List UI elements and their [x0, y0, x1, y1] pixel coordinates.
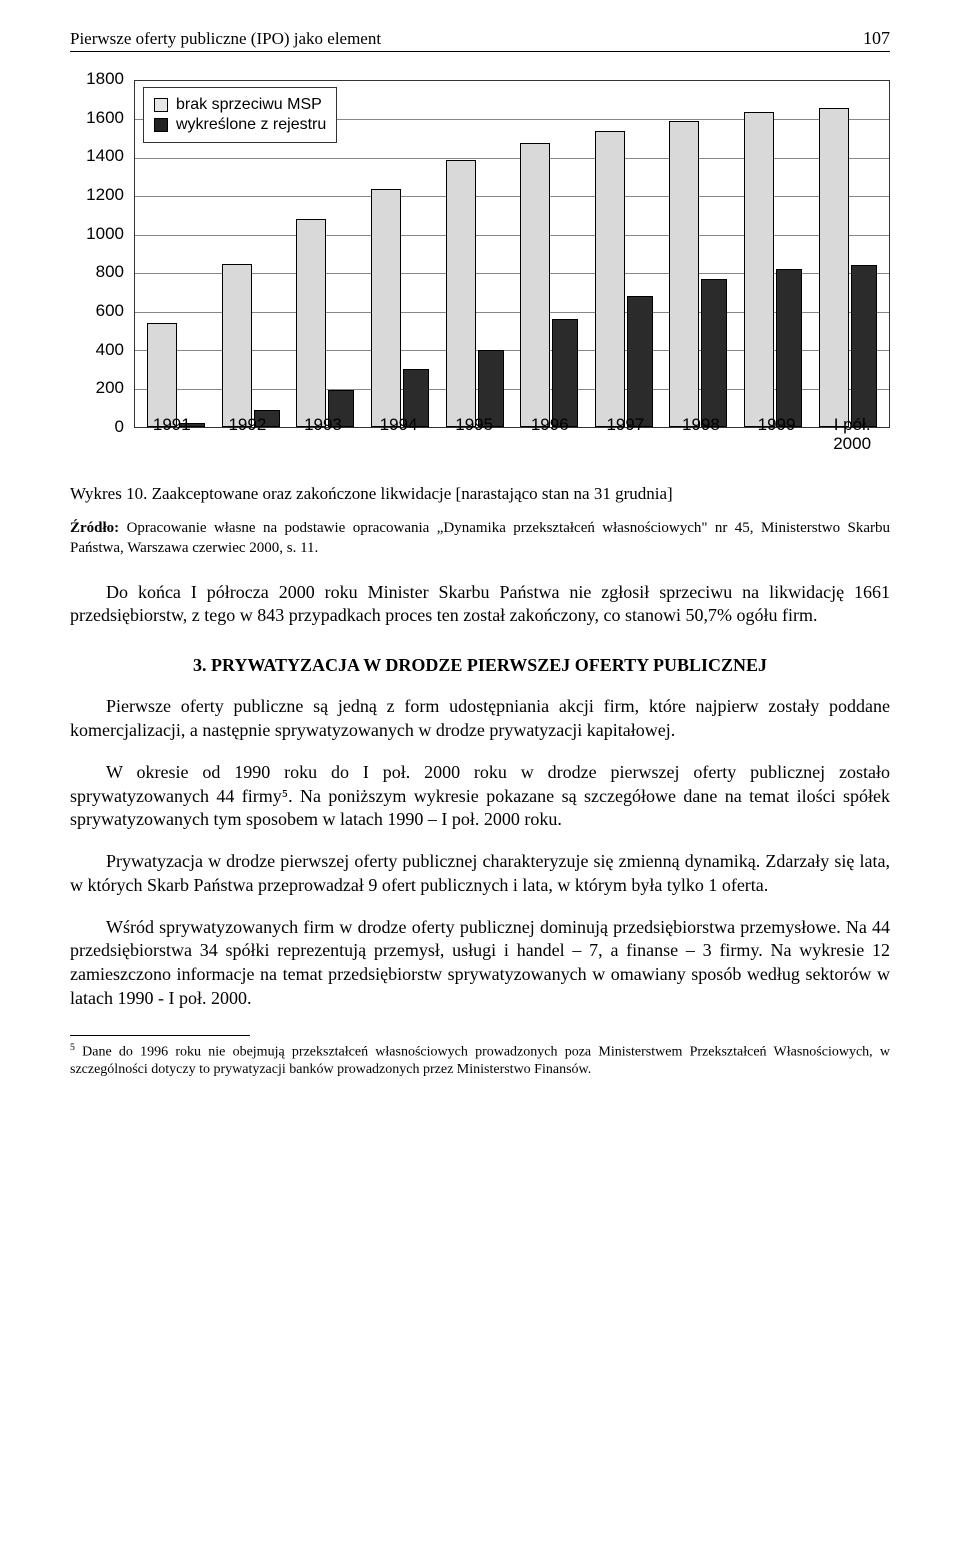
- bar-wyk: [701, 279, 727, 427]
- bar-brak: [744, 112, 774, 427]
- bar-group: [437, 81, 512, 427]
- legend-label: wykreślone z rejestru: [176, 116, 326, 134]
- caption-text: Zaakceptowane oraz zakończone likwidacje…: [152, 484, 673, 503]
- footnote-marker: 5: [70, 1042, 75, 1053]
- figure-caption: Wykres 10. Zaakceptowane oraz zakończone…: [70, 484, 890, 504]
- bar-brak: [595, 131, 625, 427]
- page-number: 107: [863, 28, 890, 49]
- running-title: Pierwsze oferty publiczne (IPO) jako ele…: [70, 29, 381, 49]
- legend-label: brak sprzeciwu MSP: [176, 96, 322, 114]
- y-axis-labels: 180016001400120010008006004002000: [70, 80, 130, 428]
- legend-row: wykreślone z rejestru: [154, 116, 326, 134]
- x-tick-label: 1991: [134, 415, 210, 454]
- bar-brak: [669, 121, 699, 427]
- bar-group: [810, 81, 885, 427]
- source-text: Opracowanie własne na podstawie opracowa…: [70, 520, 890, 556]
- x-tick-label: 1994: [361, 415, 437, 454]
- bar-group: [512, 81, 587, 427]
- x-tick-label: 1999: [739, 415, 815, 454]
- bar-group: [587, 81, 662, 427]
- bar-wyk: [776, 269, 802, 427]
- figure-source: Źródło: Opracowanie własne na podstawie …: [70, 518, 890, 559]
- bar-wyk: [552, 319, 578, 427]
- x-axis-labels: 199119921993199419951996199719981999I pó…: [134, 415, 890, 454]
- footnote-separator: [70, 1035, 250, 1036]
- bar-brak: [296, 219, 326, 427]
- bar-chart: 180016001400120010008006004002000 brak s…: [70, 80, 890, 450]
- x-tick-label: 1993: [285, 415, 361, 454]
- body-paragraph: W okresie od 1990 roku do I poł. 2000 ro…: [70, 761, 890, 832]
- section-heading: 3. PRYWATYZACJA W DRODZE PIERWSZEJ OFERT…: [70, 654, 890, 677]
- bar-brak: [147, 323, 177, 427]
- bar-brak: [520, 143, 550, 427]
- x-tick-label: 1997: [588, 415, 664, 454]
- running-header: Pierwsze oferty publiczne (IPO) jako ele…: [70, 28, 890, 52]
- bar-group: [736, 81, 811, 427]
- footnote-text: Dane do 1996 roku nie obejmują przekszta…: [70, 1044, 890, 1077]
- x-tick-label: 1992: [210, 415, 286, 454]
- body-paragraph: Pierwsze oferty publiczne są jedną z for…: [70, 695, 890, 743]
- bar-group: [661, 81, 736, 427]
- bar-wyk: [627, 296, 653, 427]
- bar-brak: [819, 108, 849, 427]
- bar-brak: [371, 189, 401, 427]
- bar-group: [363, 81, 438, 427]
- bar-wyk: [851, 265, 877, 427]
- body-paragraph: Wśród sprywatyzowanych firm w drodze ofe…: [70, 916, 890, 1011]
- body-paragraph: Do końca I półrocza 2000 roku Minister S…: [70, 581, 890, 629]
- x-tick-label: 1998: [663, 415, 739, 454]
- legend-swatch-icon: [154, 118, 168, 132]
- footnote: 5 Dane do 1996 roku nie obejmują przeksz…: [70, 1042, 890, 1080]
- x-tick-label: 1996: [512, 415, 588, 454]
- legend-swatch-icon: [154, 98, 168, 112]
- body-paragraph: Prywatyzacja w drodze pierwszej oferty p…: [70, 850, 890, 898]
- caption-label: Wykres 10.: [70, 484, 147, 503]
- x-tick-label: 1995: [436, 415, 512, 454]
- source-label: Źródło:: [70, 520, 119, 536]
- bar-brak: [446, 160, 476, 427]
- chart-plot-area: brak sprzeciwu MSP wykreślone z rejestru: [134, 80, 890, 428]
- bar-brak: [222, 264, 252, 427]
- x-tick-label: I pół. 2000: [814, 415, 890, 454]
- legend-row: brak sprzeciwu MSP: [154, 96, 326, 114]
- chart-legend: brak sprzeciwu MSP wykreślone z rejestru: [143, 87, 337, 143]
